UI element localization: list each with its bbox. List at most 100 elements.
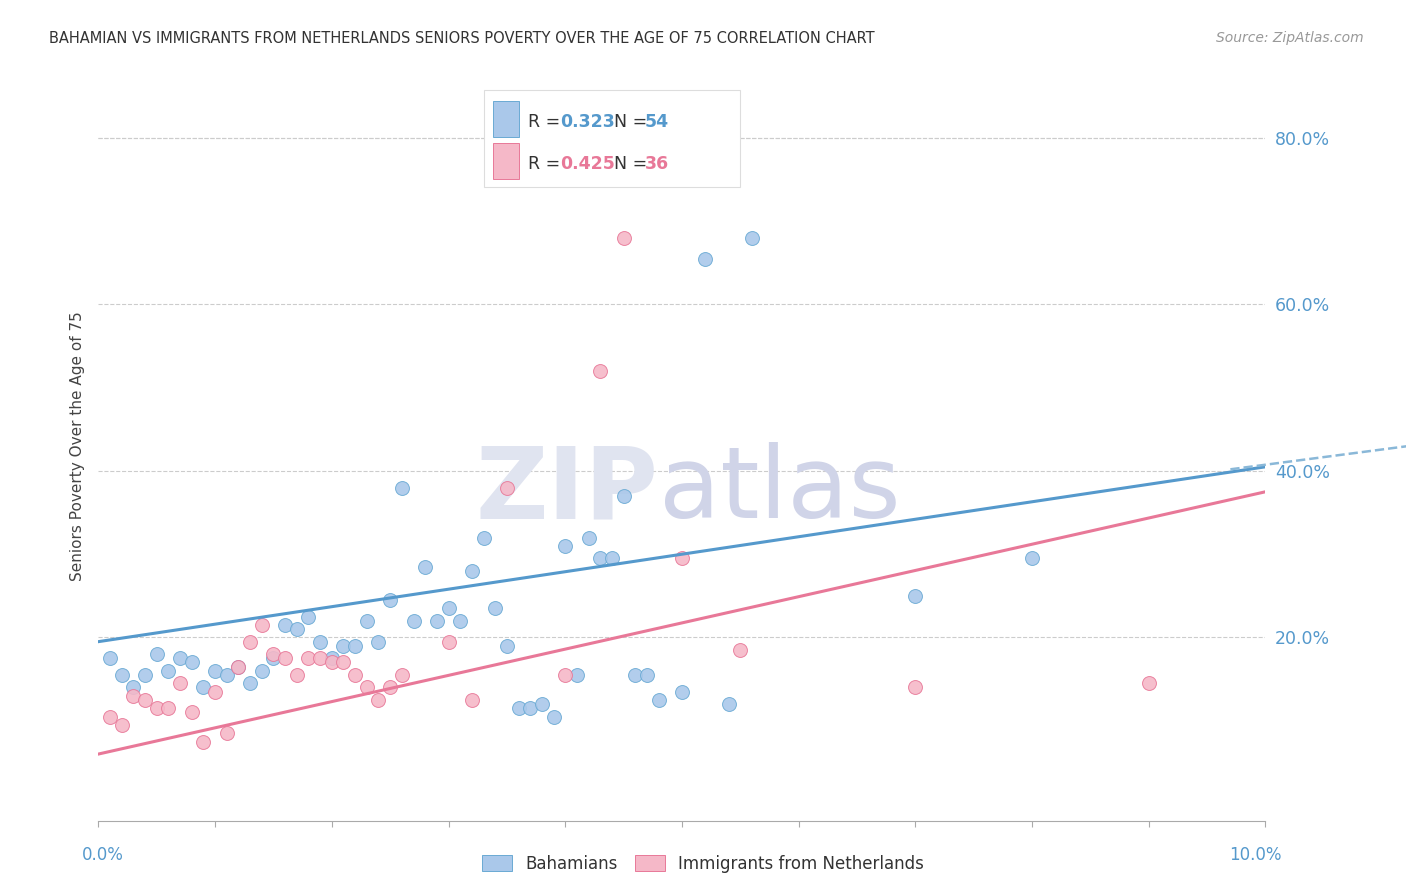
Point	[204, 664, 226, 678]
Point	[1021, 551, 1043, 566]
Point	[309, 634, 332, 648]
Point	[157, 664, 180, 678]
Point	[321, 651, 343, 665]
Point	[285, 622, 308, 636]
Point	[554, 668, 576, 682]
Point	[204, 684, 226, 698]
Point	[180, 656, 202, 670]
Text: N =: N =	[614, 112, 652, 130]
Point	[134, 668, 156, 682]
Point	[554, 539, 576, 553]
Point	[169, 676, 191, 690]
Point	[180, 706, 202, 720]
FancyBboxPatch shape	[494, 101, 519, 136]
Text: Source: ZipAtlas.com: Source: ZipAtlas.com	[1216, 31, 1364, 45]
Point	[344, 668, 367, 682]
Y-axis label: Seniors Poverty Over the Age of 75: Seniors Poverty Over the Age of 75	[69, 311, 84, 581]
Point	[122, 681, 145, 695]
Text: R =: R =	[527, 154, 565, 172]
Point	[426, 614, 449, 628]
Point	[169, 651, 191, 665]
Point	[297, 651, 319, 665]
Point	[250, 618, 273, 632]
Point	[496, 481, 519, 495]
Point	[624, 668, 647, 682]
Point	[612, 489, 634, 503]
Point	[215, 726, 238, 740]
Point	[262, 651, 284, 665]
Point	[730, 643, 752, 657]
FancyBboxPatch shape	[494, 143, 519, 178]
Legend: Bahamians, Immigrants from Netherlands: Bahamians, Immigrants from Netherlands	[475, 848, 931, 880]
Point	[122, 689, 145, 703]
Point	[741, 231, 763, 245]
Point	[146, 647, 169, 661]
Point	[578, 531, 600, 545]
Point	[717, 697, 740, 711]
Point	[239, 676, 262, 690]
Point	[402, 614, 425, 628]
Point	[636, 668, 658, 682]
Point	[321, 656, 343, 670]
Point	[413, 559, 436, 574]
Text: 0.0%: 0.0%	[82, 846, 124, 863]
Text: R =: R =	[527, 112, 565, 130]
Point	[356, 681, 378, 695]
Point	[98, 651, 121, 665]
Point	[228, 659, 250, 673]
Point	[437, 601, 460, 615]
Point	[904, 589, 927, 603]
Point	[228, 659, 250, 673]
Point	[297, 609, 319, 624]
Point	[1137, 676, 1160, 690]
Point	[391, 481, 413, 495]
Point	[612, 231, 634, 245]
Point	[565, 668, 588, 682]
Point	[671, 551, 693, 566]
Point	[543, 709, 565, 723]
Point	[484, 601, 506, 615]
Point	[274, 618, 297, 632]
Point	[262, 647, 284, 661]
Text: 10.0%: 10.0%	[1229, 846, 1282, 863]
Point	[589, 364, 612, 378]
Point	[391, 668, 413, 682]
Point	[344, 639, 367, 653]
Point	[519, 701, 541, 715]
Point	[193, 734, 215, 748]
Text: 0.425: 0.425	[561, 154, 616, 172]
Point	[274, 651, 297, 665]
Point	[215, 668, 238, 682]
Point	[111, 718, 134, 732]
Point	[193, 681, 215, 695]
Point	[508, 701, 530, 715]
Point	[332, 639, 354, 653]
Text: N =: N =	[614, 154, 652, 172]
Point	[472, 531, 495, 545]
Point	[239, 634, 262, 648]
Point	[496, 639, 519, 653]
Point	[146, 701, 169, 715]
Point	[461, 693, 484, 707]
Point	[111, 668, 134, 682]
Point	[461, 564, 484, 578]
Point	[157, 701, 180, 715]
Text: ZIP: ZIP	[475, 442, 658, 540]
Point	[367, 634, 389, 648]
Point	[904, 681, 927, 695]
Text: atlas: atlas	[658, 442, 900, 540]
Point	[437, 634, 460, 648]
Text: BAHAMIAN VS IMMIGRANTS FROM NETHERLANDS SENIORS POVERTY OVER THE AGE OF 75 CORRE: BAHAMIAN VS IMMIGRANTS FROM NETHERLANDS …	[49, 31, 875, 46]
Point	[647, 693, 669, 707]
Point	[380, 681, 402, 695]
Point	[309, 651, 332, 665]
Text: 0.323: 0.323	[561, 112, 616, 130]
Point	[98, 709, 121, 723]
Point	[134, 693, 156, 707]
Point	[695, 252, 717, 266]
Point	[250, 664, 273, 678]
Point	[332, 656, 354, 670]
Point	[671, 684, 693, 698]
Point	[356, 614, 378, 628]
Point	[530, 697, 553, 711]
